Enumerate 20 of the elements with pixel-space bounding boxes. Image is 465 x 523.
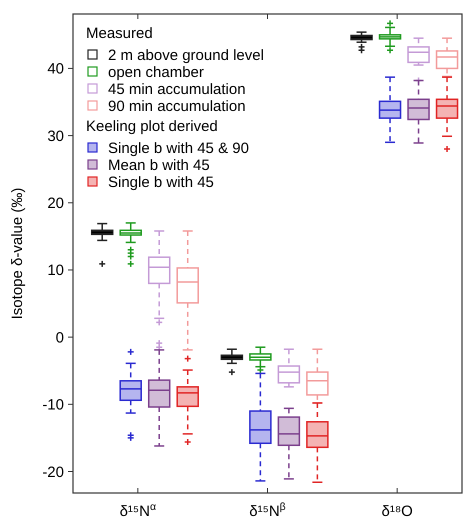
y-tick-label: 0 [56, 329, 64, 346]
legend-label: Single b with 45 & 90 [108, 140, 249, 157]
y-tick-label: 20 [47, 195, 64, 212]
annotation: Keeling plot derived [86, 118, 218, 135]
legend-label: Mean b with 45 [108, 157, 210, 174]
x-tick-label: δ¹⁵N$^{α}$ [120, 501, 156, 520]
y-axis-title: Isotope δ-value (‰) [9, 188, 26, 320]
legend-title: Measured [86, 25, 153, 42]
x-tick-label: δ¹⁸O [381, 503, 413, 520]
legend-label: 2 m above ground level [108, 47, 264, 64]
legend-label: open chamber [108, 64, 204, 81]
y-tick-label: -10 [42, 396, 64, 414]
y-tick-label: 10 [47, 262, 64, 280]
legend-label: 90 min accumulation [108, 98, 246, 115]
y-tick-label: 30 [47, 128, 64, 145]
legend-label: 45 min accumulation [108, 81, 246, 98]
x-tick-label: δ¹⁵N$^{β}$ [249, 501, 286, 520]
y-tick-label: -20 [42, 464, 64, 481]
legend-label: Single b with 45 [108, 174, 214, 191]
y-tick-label: 40 [47, 60, 64, 78]
